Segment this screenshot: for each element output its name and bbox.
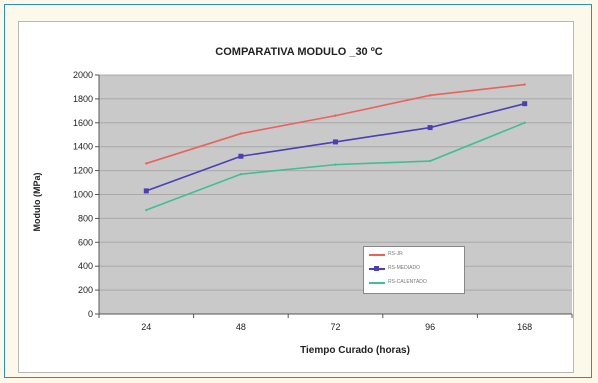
data-point (522, 101, 528, 107)
x-axis-label: Tiempo Curado (horas) (300, 345, 410, 356)
legend-item: RS-MEDIADO (364, 263, 464, 275)
y-tick-label: 1000 (73, 190, 93, 200)
y-tick-label: 1600 (73, 118, 93, 128)
x-tick-label: 24 (141, 322, 151, 332)
data-point (334, 163, 337, 166)
legend-swatch (369, 254, 385, 256)
x-tick-label: 96 (425, 322, 435, 332)
legend-label: RS-JR (388, 251, 403, 257)
y-tick-label: 800 (78, 213, 93, 223)
legend-marker (374, 266, 379, 271)
data-point (427, 125, 433, 131)
data-point (333, 139, 338, 145)
legend-item: RS-CALENTADO (364, 277, 464, 289)
y-tick-label: 2000 (73, 70, 93, 80)
y-tick-label: 1200 (73, 166, 93, 176)
data-point (334, 114, 337, 117)
data-point (239, 172, 243, 176)
data-point (145, 208, 148, 212)
chart-legend: RS-JR RS-MEDIADO RS-CALENTADO (363, 246, 465, 294)
y-tick-label: 0 (88, 309, 93, 319)
data-point (143, 188, 149, 194)
data-point (428, 159, 432, 163)
chart-title: COMPARATIVA MODULO _30 ºC (215, 46, 383, 58)
data-point (238, 153, 244, 159)
data-point (239, 132, 243, 135)
data-point (523, 121, 526, 125)
y-tick-label: 1400 (73, 142, 93, 152)
data-point (523, 83, 526, 86)
legend-swatch (369, 282, 385, 284)
y-tick-label: 600 (78, 237, 93, 247)
data-point (145, 162, 148, 165)
legend-label: RS-MEDIADO (388, 265, 420, 271)
x-tick-label: 168 (517, 322, 532, 332)
data-point (428, 94, 432, 97)
y-tick-label: 400 (78, 261, 93, 271)
x-tick-label: 72 (330, 322, 340, 332)
x-tick-label: 48 (236, 322, 246, 332)
y-tick-label: 200 (78, 285, 93, 295)
legend-item: RS-JR (364, 249, 464, 261)
legend-label: RS-CALENTADO (388, 279, 427, 285)
y-tick-label: 1800 (73, 94, 93, 104)
